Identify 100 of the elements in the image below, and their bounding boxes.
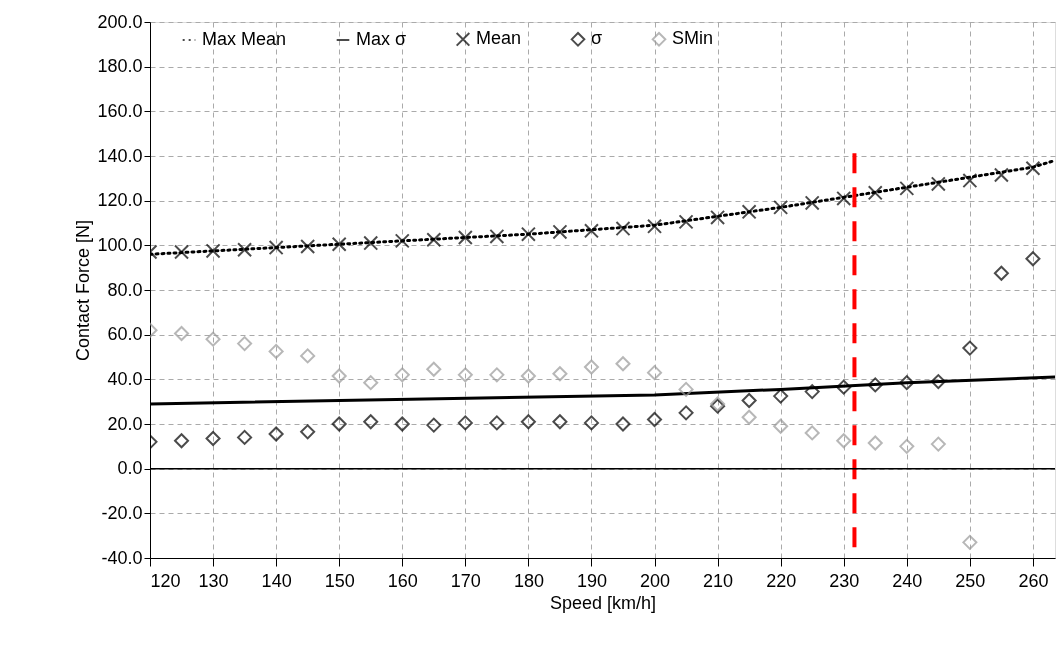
- point: [300, 238, 316, 254]
- x-tick-label: 170: [450, 570, 481, 591]
- point: [993, 265, 1009, 281]
- point: [552, 414, 568, 430]
- x-tick-label: 140: [261, 570, 292, 591]
- point: [899, 375, 915, 391]
- point: [930, 436, 946, 452]
- point: [741, 409, 757, 425]
- point: [804, 384, 820, 400]
- point: [300, 424, 316, 440]
- x-tick-label: 160: [387, 570, 418, 591]
- point: [678, 381, 694, 397]
- point: [836, 190, 852, 206]
- point: [773, 418, 789, 434]
- point: [583, 223, 599, 239]
- y-tick-label: 0.0: [117, 458, 143, 479]
- legend-label: SMin: [672, 28, 714, 49]
- x-tick-label: 120: [150, 570, 181, 591]
- legend-label: Mean: [476, 28, 522, 49]
- point: [205, 243, 221, 259]
- point: [520, 226, 536, 242]
- point: [237, 429, 253, 445]
- point: [394, 233, 410, 249]
- point: [489, 367, 505, 383]
- legend-label: σ: [591, 28, 603, 49]
- point: [867, 377, 883, 393]
- x-tick-label: 260: [1018, 570, 1049, 591]
- legend-label: Max σ: [356, 29, 407, 49]
- point: [174, 244, 190, 260]
- x-tick-label: 210: [703, 570, 734, 591]
- y-tick-label: 140.0: [97, 145, 143, 166]
- point: [741, 393, 757, 409]
- y-tick-label: 100.0: [97, 234, 143, 255]
- point: [804, 195, 820, 211]
- point: [836, 379, 852, 395]
- point: [1025, 251, 1041, 267]
- y-tick-label: 180.0: [97, 56, 143, 77]
- point: [520, 368, 536, 384]
- point: [962, 173, 978, 189]
- x-tick-label: 190: [576, 570, 607, 591]
- point: [930, 176, 946, 192]
- point: [268, 426, 284, 442]
- y-tick-label: 80.0: [107, 279, 143, 300]
- point: [615, 416, 631, 432]
- point: [237, 242, 253, 258]
- point: [678, 405, 694, 421]
- point: [710, 209, 726, 225]
- point: [457, 367, 473, 383]
- point: [1025, 160, 1041, 176]
- point: [899, 438, 915, 454]
- point: [678, 214, 694, 230]
- point: [426, 232, 442, 248]
- point: [615, 221, 631, 237]
- point: [899, 180, 915, 196]
- x-tick-label: 220: [766, 570, 797, 591]
- point: [457, 415, 473, 431]
- point: [268, 240, 284, 256]
- point: [300, 348, 316, 364]
- point: [489, 228, 505, 244]
- point: [836, 433, 852, 449]
- point: [552, 224, 568, 240]
- point: [930, 374, 946, 390]
- point: [993, 167, 1009, 183]
- point: [552, 366, 568, 382]
- point: [205, 331, 221, 347]
- y-tick-label: 120.0: [97, 190, 143, 211]
- y-tick-label: -20.0: [101, 502, 143, 523]
- point: [174, 433, 190, 449]
- point: [647, 412, 663, 428]
- point: [583, 415, 599, 431]
- x-tick-label: 150: [324, 570, 355, 591]
- point: [804, 425, 820, 441]
- point: [426, 417, 442, 433]
- point: [331, 236, 347, 252]
- point: [205, 431, 221, 447]
- point: [331, 416, 347, 432]
- y-tick-label: 20.0: [107, 413, 143, 434]
- x-axis-title: Speed [km/h]: [549, 592, 657, 613]
- y-tick-label: 160.0: [97, 100, 143, 121]
- point: [363, 375, 379, 391]
- y-axis-title: Contact Force [N]: [73, 219, 94, 362]
- x-tick-label: 240: [892, 570, 923, 591]
- point: [489, 415, 505, 431]
- point: [615, 356, 631, 372]
- point: [583, 359, 599, 375]
- point: [867, 185, 883, 201]
- point: [741, 204, 757, 220]
- point: [394, 367, 410, 383]
- point: [962, 534, 978, 550]
- point: [773, 388, 789, 404]
- point: [174, 326, 190, 342]
- x-tick-label: 200: [640, 570, 671, 591]
- x-tick-label: 230: [829, 570, 860, 591]
- x-tick-label: 130: [198, 570, 229, 591]
- legend-label: Max Mean: [202, 29, 287, 49]
- point: [647, 218, 663, 234]
- point: [363, 235, 379, 251]
- point: [426, 361, 442, 377]
- point: [867, 435, 883, 451]
- point: [363, 414, 379, 430]
